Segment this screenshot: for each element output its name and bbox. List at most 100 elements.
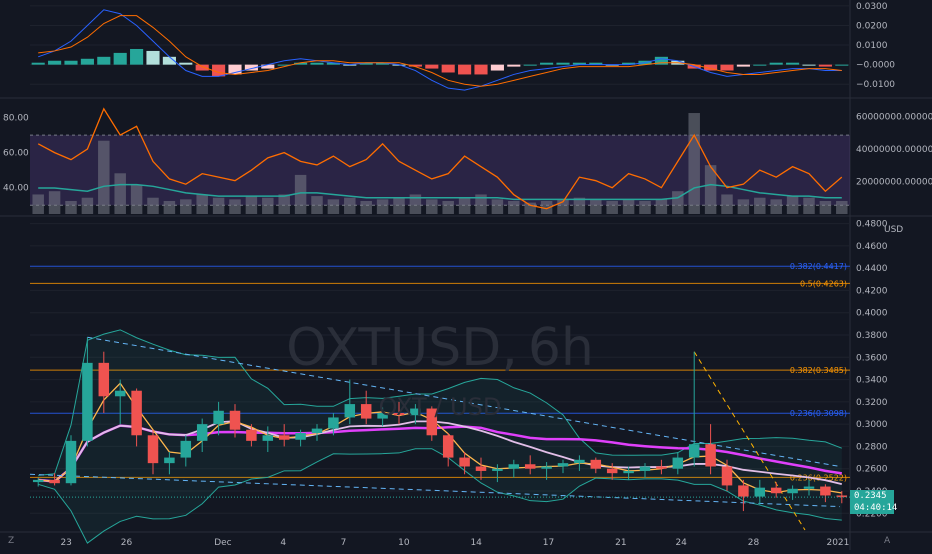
watermark-symbol: OXTUSD, 6h [286, 318, 594, 378]
candle-body[interactable] [656, 466, 667, 469]
candle-body[interactable] [524, 464, 536, 469]
macd-histogram-bar [622, 62, 636, 65]
candle-body[interactable] [688, 444, 700, 458]
candle-body[interactable] [508, 464, 520, 469]
candle-body[interactable] [295, 433, 306, 440]
candle-body[interactable] [623, 470, 634, 474]
macd-histogram-bar [458, 64, 472, 75]
candle-body[interactable] [246, 429, 257, 441]
rsi-pane[interactable]: 80.00 60.00 40.00 [3, 107, 850, 214]
candle-body[interactable] [213, 410, 224, 425]
volume-bar [81, 197, 94, 214]
candle-body[interactable] [426, 408, 438, 436]
bollinger-upper [38, 329, 842, 476]
auto-scale-button[interactable]: A [884, 536, 891, 546]
candle-body[interactable] [574, 459, 585, 464]
currency-label: USD [884, 225, 904, 235]
candle-body[interactable] [196, 424, 208, 441]
macd-histogram-bar [179, 62, 193, 65]
candle-body[interactable] [328, 417, 339, 429]
volume-bar [557, 199, 569, 214]
countdown-badge: 04:40:14 [850, 502, 897, 514]
macd-histogram-bar [48, 60, 62, 65]
macd-histogram-bar [818, 64, 832, 67]
time-tick-label: 26 [121, 538, 133, 548]
volume-tick-label: 40000000.00000000 [856, 145, 932, 155]
volume-bar [803, 197, 815, 214]
volume-bar [524, 202, 536, 214]
volume-bar [786, 196, 799, 214]
candle-body[interactable] [541, 466, 552, 469]
candle-body[interactable] [262, 435, 274, 441]
candle-body[interactable] [639, 466, 651, 471]
candle-body[interactable] [49, 479, 60, 484]
candle-body[interactable] [672, 457, 684, 469]
candle-body[interactable] [164, 457, 175, 464]
macd-histogram-bar [376, 62, 390, 65]
macd-histogram-bar [97, 56, 111, 65]
macd-histogram-bar [31, 62, 45, 65]
candle-body[interactable] [344, 404, 356, 418]
candle-body[interactable] [311, 428, 323, 434]
macd-histogram-bar [408, 64, 422, 67]
candle-body[interactable] [459, 457, 470, 467]
candle-body[interactable] [770, 487, 782, 494]
volume-bar [294, 174, 307, 214]
rsi-line [37, 107, 843, 210]
price-tick-label: 0.3400 [856, 376, 888, 386]
candle-body[interactable] [114, 390, 126, 397]
candle-body[interactable] [393, 413, 405, 416]
candle-body[interactable] [65, 440, 77, 484]
volume-bar [622, 199, 635, 214]
candle-body[interactable] [705, 444, 716, 467]
candle-body[interactable] [147, 435, 159, 464]
time-tick-label: 14 [470, 538, 482, 548]
candle-body[interactable] [557, 463, 569, 467]
time-tick-label: 17 [543, 538, 554, 548]
candle-body[interactable] [278, 435, 290, 440]
volume-bar [344, 197, 356, 214]
time-axis[interactable]: 23 26 Dec 4 7 10 14 17 21 24 28 2021 [60, 538, 849, 548]
candle-body[interactable] [229, 410, 241, 430]
candle-body[interactable] [606, 468, 618, 474]
price-tick-label: 0.3600 [856, 353, 888, 363]
candle-body[interactable] [32, 479, 44, 483]
time-tick-label: 10 [398, 538, 410, 548]
candle-body[interactable] [787, 488, 798, 494]
candle-body[interactable] [738, 485, 749, 497]
candle-body[interactable] [820, 486, 831, 496]
candle-body[interactable] [590, 459, 602, 469]
volume-bar [196, 194, 208, 214]
candle-body[interactable] [377, 413, 388, 419]
time-tick-label: 7 [341, 538, 347, 548]
volume-bar [409, 194, 422, 214]
price-tick-label: 0.3800 [856, 331, 888, 341]
candle-body[interactable] [836, 495, 848, 498]
candle-body[interactable] [803, 486, 815, 489]
macd-histogram-bar [326, 62, 340, 65]
volume-bar [278, 194, 290, 214]
macd-histogram-bar [736, 64, 750, 67]
candle-body[interactable] [360, 404, 372, 419]
price-axis[interactable]: 0.0300 0.0200 0.0100 −0.0000 −0.0100 60000000… [856, 2, 932, 519]
price-pane[interactable]: 0.382(0.4417) 0.5(0.4263) 0.382(0.3485) 0.2… [29, 223, 850, 544]
candle-body[interactable] [410, 408, 421, 416]
macd-histogram-bar [441, 64, 455, 73]
trendline-upper [87, 336, 841, 467]
candle-body[interactable] [82, 362, 93, 441]
candle-body[interactable] [131, 390, 142, 436]
macd-histogram-bar [786, 62, 800, 65]
macd-histogram-bar [802, 64, 816, 66]
candle-body[interactable] [754, 487, 766, 497]
volume-bar [442, 200, 454, 214]
candle-body[interactable] [442, 435, 454, 458]
candle-body[interactable] [180, 440, 192, 458]
candle-body[interactable] [98, 362, 110, 397]
macd-histogram-bar [64, 60, 78, 65]
candle-body[interactable] [475, 466, 487, 471]
candle-body[interactable] [492, 468, 503, 471]
candle-body[interactable] [721, 466, 733, 486]
timezone-button[interactable]: Z [8, 536, 15, 546]
macd-pane[interactable] [30, 5, 850, 91]
